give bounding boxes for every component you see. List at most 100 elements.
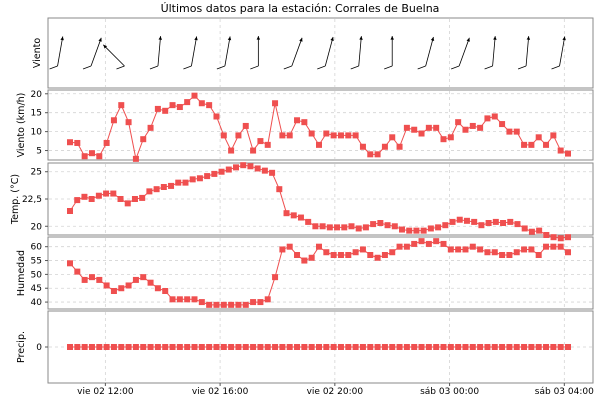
humidity-point — [81, 276, 88, 283]
wind-arrow-tail — [49, 65, 58, 70]
humidity-point — [74, 268, 81, 275]
wind_speed-point — [462, 126, 469, 133]
precipitation-point — [374, 344, 381, 350]
temperature-line — [69, 164, 569, 239]
humidity-point — [433, 238, 440, 245]
humidity-point — [191, 296, 198, 303]
temperature-y-tick-label: 25 — [31, 168, 42, 178]
temperature-point — [261, 167, 268, 174]
wind-arrow-head — [194, 36, 198, 41]
wind-arrow-head — [526, 36, 531, 40]
wind_speed-point — [228, 147, 235, 154]
precipitation-point — [176, 344, 183, 350]
temperature-point — [355, 225, 362, 232]
wind_speed-point — [206, 102, 213, 109]
wind-arrow-shaft — [458, 37, 470, 67]
humidity-point — [381, 252, 388, 258]
wind-arrow-head — [430, 37, 435, 41]
precipitation-point — [250, 344, 257, 350]
temperature-point — [175, 179, 182, 186]
humidity-frame — [47, 236, 594, 310]
precipitation-point — [96, 344, 103, 350]
humidity-point — [96, 276, 103, 283]
temperature-point — [485, 220, 492, 226]
temperature-point — [463, 217, 470, 224]
precipitation-point — [286, 344, 293, 350]
precipitation-point — [359, 344, 366, 350]
precipitation-point — [316, 344, 322, 350]
temperature-point — [168, 182, 175, 189]
temperature-point — [528, 228, 535, 235]
temperature-point — [334, 224, 341, 231]
temperature-y-tick-label: 20 — [31, 222, 43, 232]
wind-arrow-tail — [216, 65, 226, 70]
precipitation-point — [499, 344, 506, 350]
wind_speed-point — [411, 126, 418, 133]
temperature-point — [182, 179, 189, 186]
wind_speed-point — [381, 143, 388, 150]
wind_speed-point — [477, 124, 484, 131]
precipitation-point — [264, 344, 271, 350]
x-tick-label: vie 02 16:00 — [192, 387, 249, 397]
temperature-point — [95, 192, 102, 199]
wind-arrow-tail — [250, 65, 259, 70]
wind_speed-point — [433, 124, 440, 131]
wind-direction-panel: Viento — [32, 17, 594, 89]
wind-arrow-tail — [384, 65, 393, 70]
wind-arrow-head — [103, 44, 108, 49]
precipitation-point — [191, 344, 198, 350]
humidity-point — [272, 274, 279, 281]
humidity-point — [67, 260, 73, 267]
precipitation-ylabel: Precip. — [16, 331, 27, 363]
humidity-point — [206, 301, 213, 308]
temperature-point — [146, 188, 153, 195]
wind_speed-point — [294, 117, 301, 124]
wind_speed-point — [132, 155, 139, 162]
humidity-point — [440, 240, 447, 247]
humidity-point — [528, 246, 535, 253]
wind_speed-point — [543, 141, 550, 148]
wind_speed-point — [345, 132, 352, 139]
wind-arrow-tail — [484, 65, 493, 70]
precipitation-point — [184, 344, 191, 350]
precipitation-point — [132, 344, 139, 350]
humidity-point — [88, 274, 95, 281]
humidity-point — [147, 279, 154, 286]
temperature-point — [196, 175, 203, 182]
precipitation-point — [550, 344, 557, 350]
precipitation-point — [125, 344, 132, 350]
wind_speed-point — [316, 141, 322, 148]
humidity-point — [499, 252, 506, 258]
precipitation-point — [147, 344, 154, 350]
wind_speed-point — [96, 153, 103, 160]
precipitation-point — [169, 344, 176, 350]
humidity-y-tick-label: 55 — [31, 257, 42, 267]
precipitation-point — [88, 344, 95, 350]
wind_speed-point — [110, 117, 117, 124]
temperature-point — [514, 221, 521, 228]
humidity-point — [301, 257, 308, 264]
precipitation-point — [74, 344, 81, 350]
wind-arrow-tail — [417, 65, 426, 70]
temperature-point — [521, 225, 528, 232]
wind_speed-point — [279, 132, 286, 139]
temperature-point — [341, 224, 348, 231]
wind_speed-point — [535, 134, 542, 141]
humidity-panel: Humedad — [16, 236, 594, 310]
temperature-point — [406, 227, 413, 234]
temperature-point — [276, 186, 283, 193]
temperature-y-tick-label: 22,5 — [22, 195, 42, 205]
humidity-point — [118, 285, 125, 292]
precipitation-point — [381, 344, 388, 350]
precipitation-point — [543, 344, 550, 350]
temperature-point — [225, 166, 232, 173]
precipitation-point — [367, 344, 374, 350]
wind-arrow-shaft — [291, 37, 303, 67]
wind-arrow-tail — [149, 65, 159, 70]
wind_speed-point — [447, 134, 454, 141]
precipitation-point — [301, 344, 308, 350]
temperature-point — [565, 234, 571, 241]
humidity-point — [484, 249, 491, 256]
wind-direction-ylabel: Viento — [32, 38, 43, 69]
humidity-point — [506, 252, 513, 258]
